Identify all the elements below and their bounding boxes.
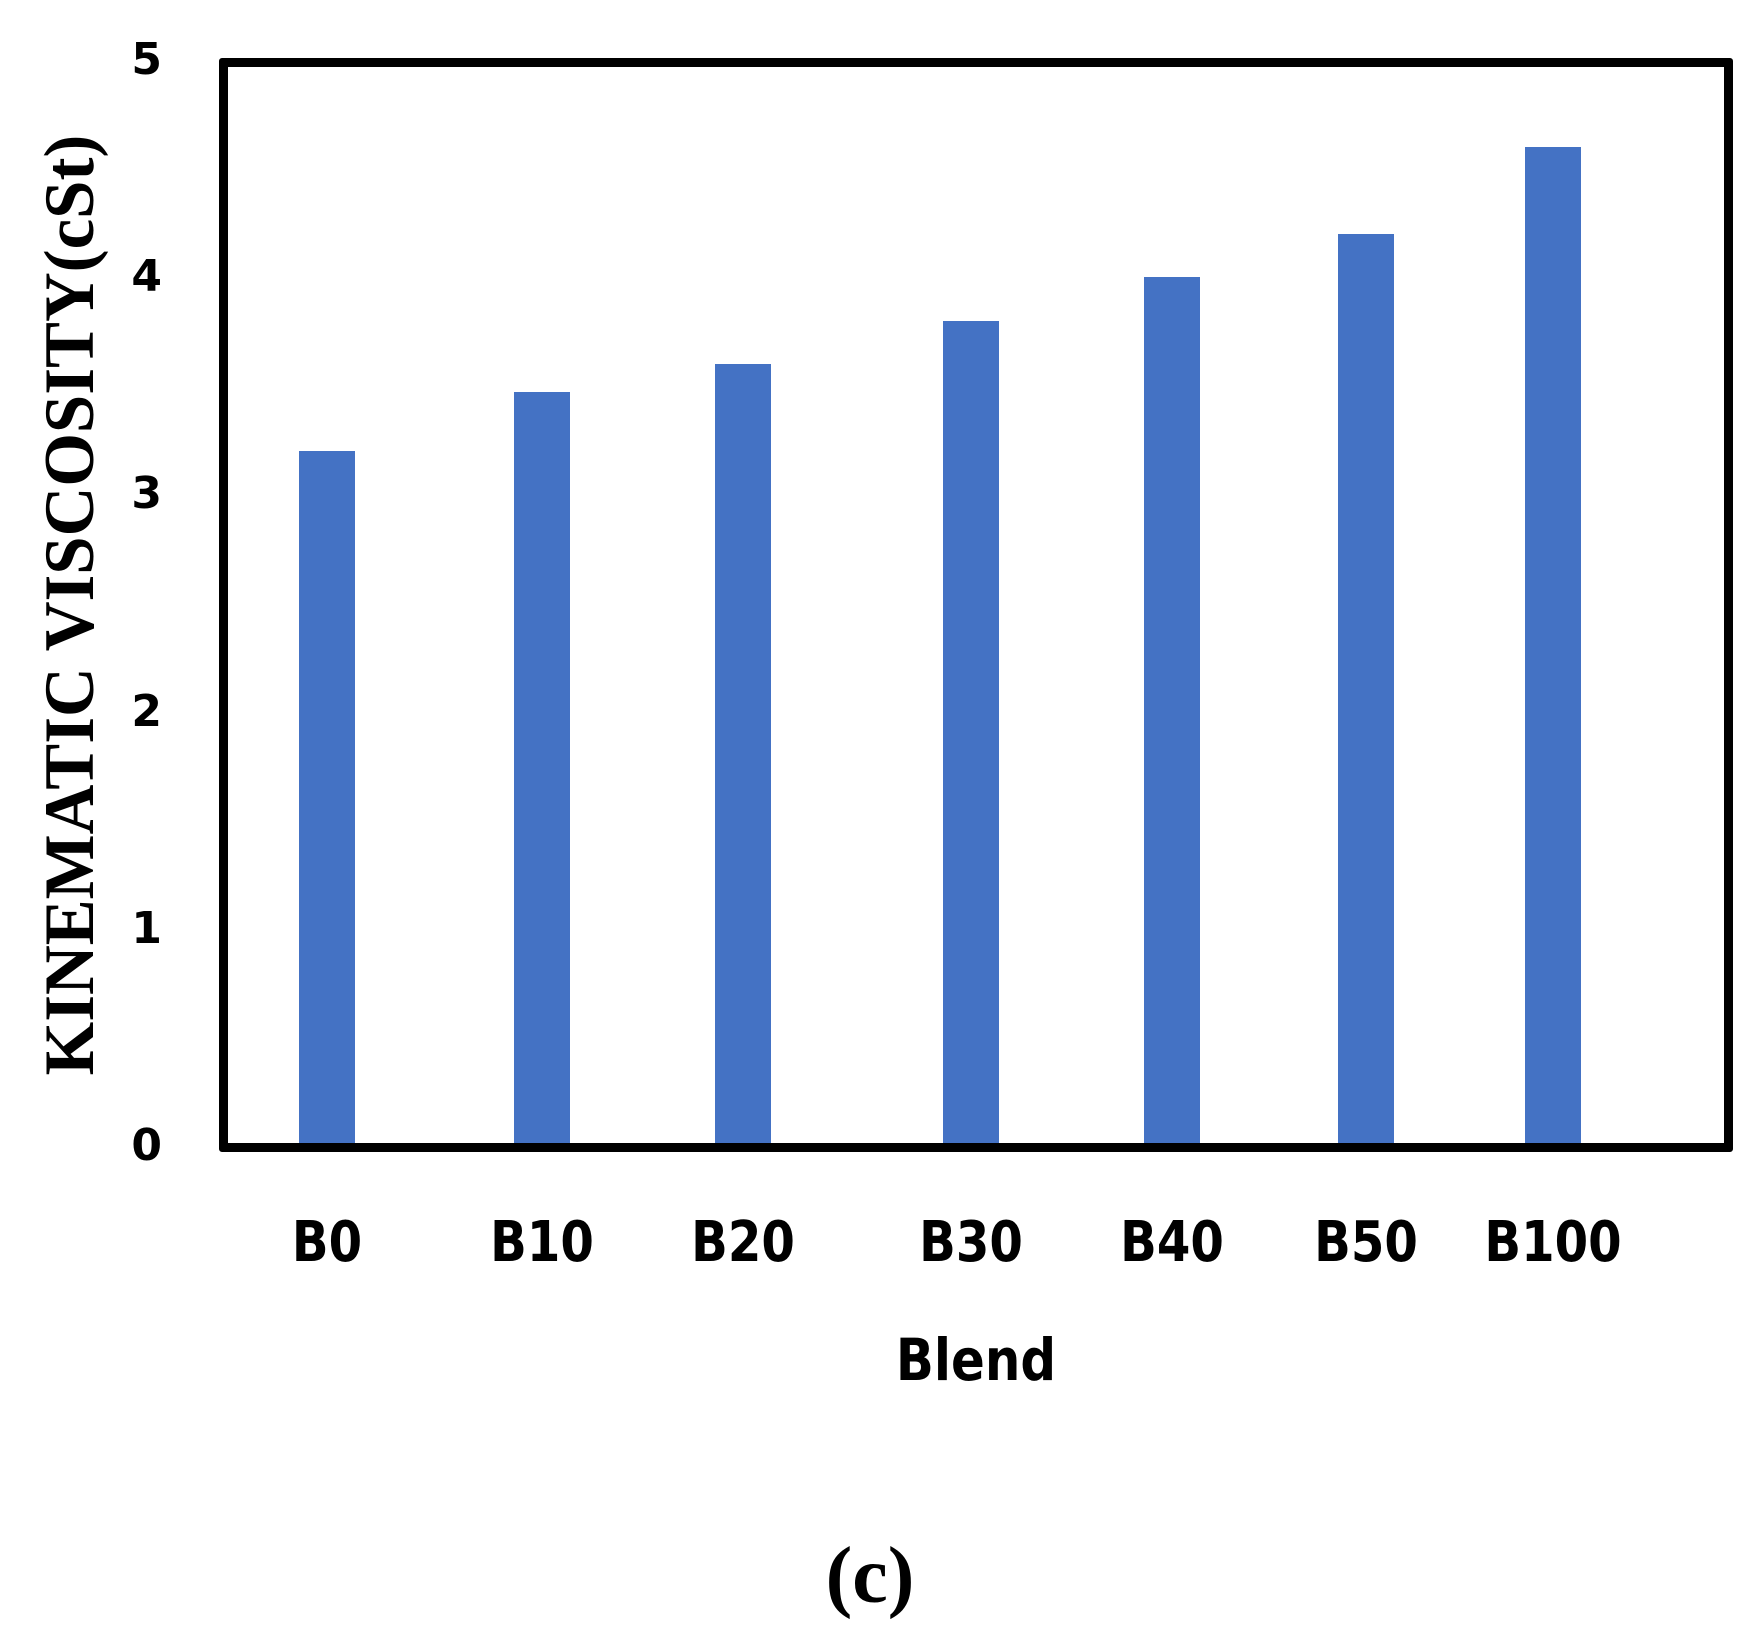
x-tick-label: B10 [490,1210,594,1275]
bar-b0 [299,450,355,1143]
bar-b10 [514,392,570,1143]
bar-b20 [715,364,771,1143]
bar-b50 [1338,233,1394,1143]
y-tick-label: 3 [131,468,162,520]
y-tick-label: 0 [131,1120,162,1171]
x-tick-label: B30 [919,1210,1023,1275]
bar-b100 [1525,146,1581,1143]
x-tick-label: B20 [691,1210,795,1275]
bar-b30 [943,320,999,1143]
y-tick-label: 5 [131,34,162,85]
y-tick-label: 4 [131,251,162,303]
y-tick-label: 1 [131,902,162,954]
bar-b40 [1144,277,1200,1143]
y-axis-label-container: KINEMATIC VISCOSITY(cSt) [31,92,109,1118]
plot-area-frame [219,58,1733,1152]
x-tick-label: B40 [1120,1210,1224,1275]
figure-caption: (c) [825,1532,915,1620]
x-axis-label: Blend [895,1326,1057,1394]
x-tick-label: B0 [291,1210,363,1275]
x-tick-label: B50 [1314,1210,1418,1275]
y-tick-label: 2 [131,685,162,737]
x-tick-label: B100 [1484,1210,1622,1275]
